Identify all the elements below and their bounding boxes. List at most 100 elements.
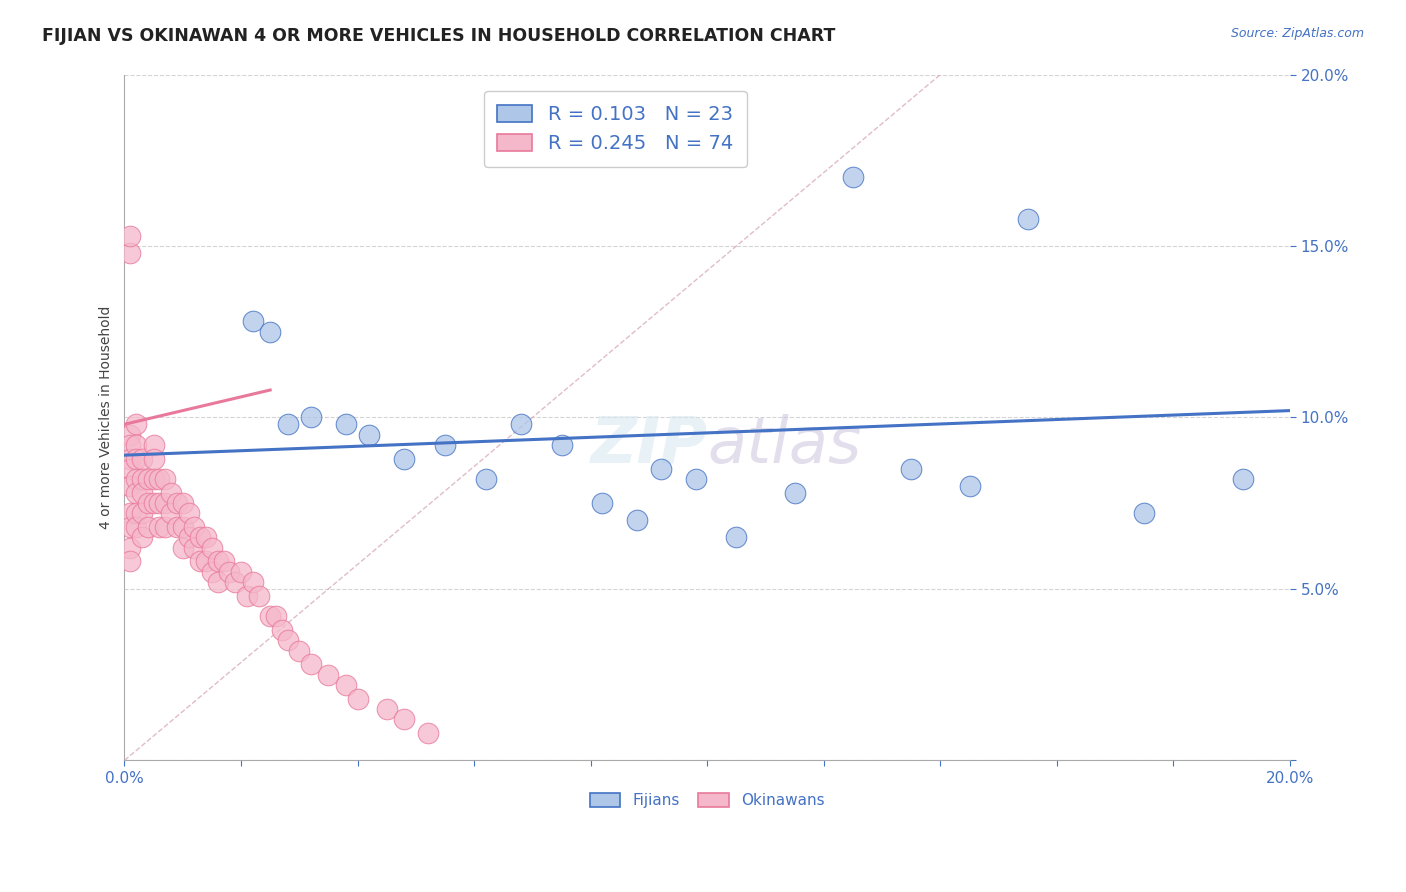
Point	[131, 531, 153, 545]
Point	[131, 486, 153, 500]
Point	[120, 554, 142, 568]
Point	[125, 472, 148, 486]
Point	[120, 520, 142, 534]
Point	[201, 565, 224, 579]
Point	[259, 325, 281, 339]
Point	[177, 507, 200, 521]
Point	[125, 507, 148, 521]
Point	[136, 520, 159, 534]
Point	[148, 496, 170, 510]
Point	[201, 541, 224, 555]
Point	[1133, 507, 1156, 521]
Text: FIJIAN VS OKINAWAN 4 OR MORE VEHICLES IN HOUSEHOLD CORRELATION CHART: FIJIAN VS OKINAWAN 4 OR MORE VEHICLES IN…	[42, 27, 835, 45]
Point	[335, 417, 357, 432]
Point	[392, 451, 415, 466]
Point	[131, 472, 153, 486]
Point	[270, 623, 292, 637]
Point	[188, 554, 211, 568]
Point	[626, 513, 648, 527]
Point	[195, 531, 218, 545]
Point	[375, 702, 398, 716]
Point	[120, 479, 142, 493]
Point	[318, 667, 340, 681]
Point	[550, 438, 572, 452]
Point	[155, 496, 177, 510]
Point	[172, 541, 194, 555]
Point	[264, 609, 287, 624]
Point	[125, 438, 148, 452]
Point	[120, 462, 142, 476]
Text: ZIP: ZIP	[591, 414, 707, 476]
Point	[725, 531, 748, 545]
Point	[195, 554, 218, 568]
Point	[509, 417, 531, 432]
Point	[900, 462, 922, 476]
Point	[685, 472, 707, 486]
Text: atlas: atlas	[707, 414, 862, 476]
Point	[224, 575, 246, 590]
Point	[142, 472, 165, 486]
Point	[359, 427, 381, 442]
Point	[125, 486, 148, 500]
Point	[155, 472, 177, 486]
Point	[475, 472, 498, 486]
Point	[434, 438, 457, 452]
Point	[120, 438, 142, 452]
Point	[346, 691, 368, 706]
Point	[288, 643, 311, 657]
Point	[1232, 472, 1254, 486]
Point	[259, 609, 281, 624]
Point	[299, 410, 322, 425]
Point	[183, 541, 205, 555]
Point	[125, 417, 148, 432]
Point	[299, 657, 322, 672]
Point	[120, 427, 142, 442]
Point	[125, 451, 148, 466]
Point	[335, 678, 357, 692]
Point	[277, 633, 299, 648]
Point	[166, 520, 188, 534]
Point	[242, 575, 264, 590]
Point	[155, 520, 177, 534]
Point	[142, 438, 165, 452]
Point	[160, 507, 183, 521]
Point	[650, 462, 672, 476]
Point	[131, 507, 153, 521]
Point	[172, 520, 194, 534]
Point	[591, 496, 613, 510]
Legend: Fijians, Okinawans: Fijians, Okinawans	[583, 787, 831, 814]
Text: Source: ZipAtlas.com: Source: ZipAtlas.com	[1230, 27, 1364, 40]
Point	[188, 531, 211, 545]
Point	[1017, 211, 1039, 226]
Point	[120, 245, 142, 260]
Point	[120, 228, 142, 243]
Point	[125, 520, 148, 534]
Point	[842, 170, 865, 185]
Point	[277, 417, 299, 432]
Point	[120, 541, 142, 555]
Point	[120, 451, 142, 466]
Point	[120, 507, 142, 521]
Point	[229, 565, 252, 579]
Point	[392, 712, 415, 726]
Point	[183, 520, 205, 534]
Point	[136, 496, 159, 510]
Point	[166, 496, 188, 510]
Point	[247, 589, 270, 603]
Y-axis label: 4 or more Vehicles in Household: 4 or more Vehicles in Household	[100, 306, 114, 529]
Point	[207, 554, 229, 568]
Point	[131, 451, 153, 466]
Point	[177, 531, 200, 545]
Point	[416, 726, 439, 740]
Point	[148, 472, 170, 486]
Point	[218, 565, 240, 579]
Point	[136, 472, 159, 486]
Point	[148, 520, 170, 534]
Point	[242, 314, 264, 328]
Point	[783, 486, 806, 500]
Point	[212, 554, 235, 568]
Point	[207, 575, 229, 590]
Point	[160, 486, 183, 500]
Point	[959, 479, 981, 493]
Point	[142, 451, 165, 466]
